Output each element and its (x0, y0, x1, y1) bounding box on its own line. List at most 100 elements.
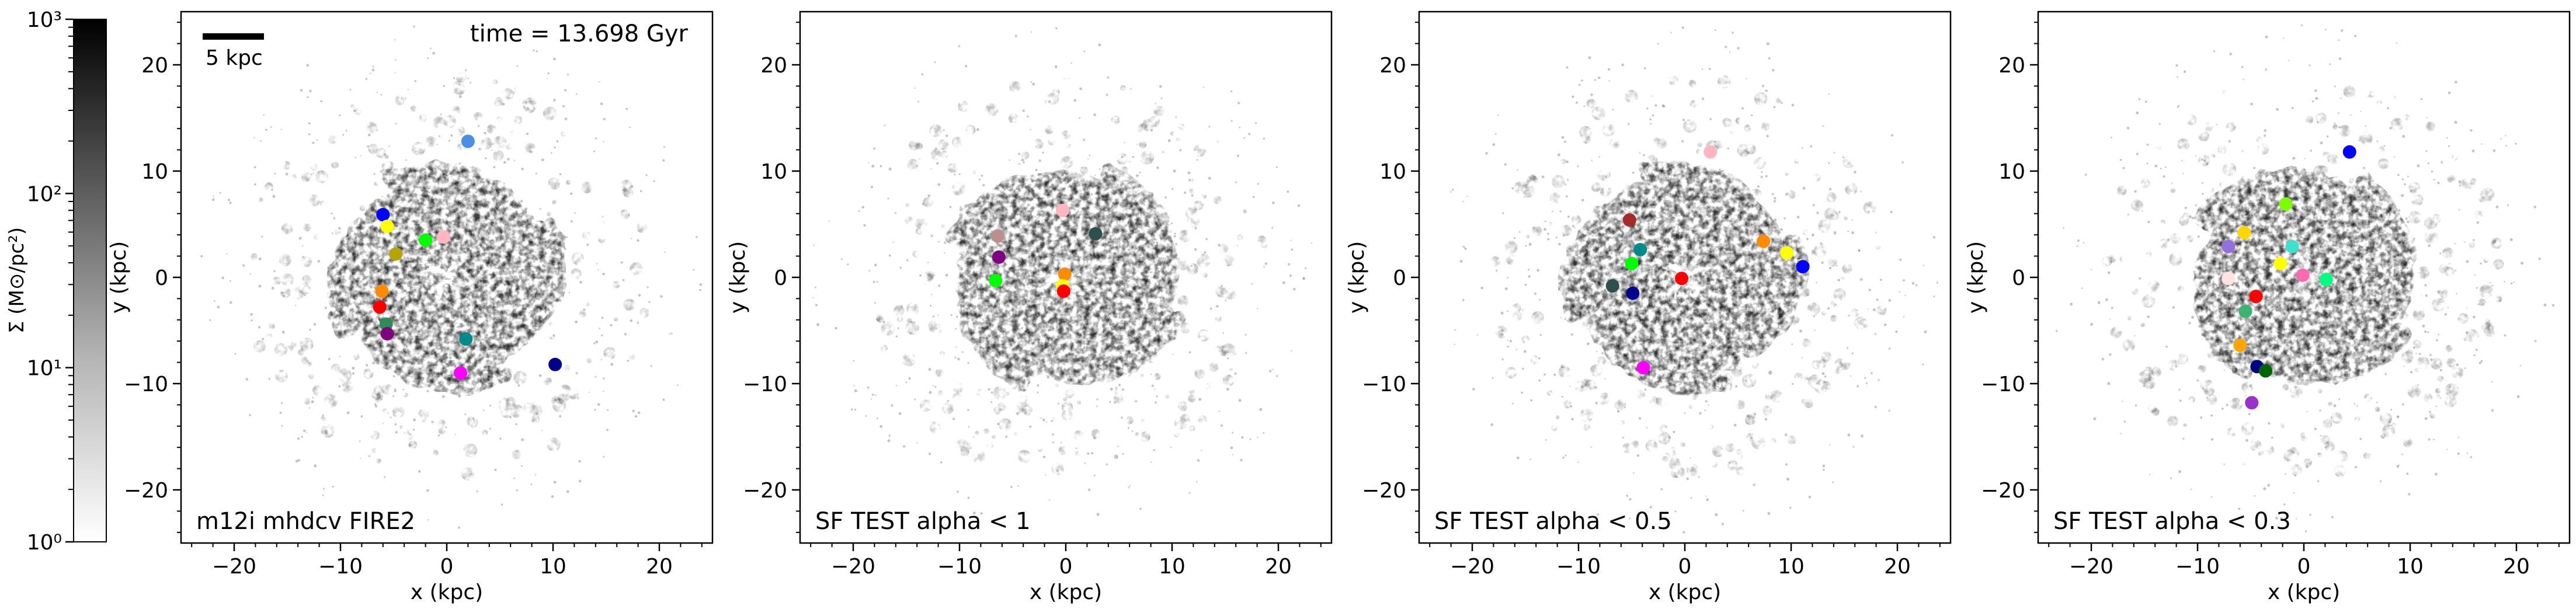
time-label: time = 13.698 Gyr (470, 20, 689, 47)
y-tick-label: 20 (1998, 54, 2025, 78)
x-tick-label: −20 (831, 555, 875, 579)
y-tick-label: 20 (1379, 54, 1406, 78)
x-tick-label: 20 (1265, 555, 1292, 579)
cluster-marker (2296, 268, 2310, 282)
cluster-marker (2258, 364, 2272, 378)
x-tick-label: −10 (1556, 555, 1601, 579)
x-tick-label: −20 (212, 555, 256, 579)
colorbar-tick-label: 10³ (27, 8, 62, 32)
x-axis-label: x (kpc) (1649, 580, 1721, 604)
cluster-marker (2273, 256, 2288, 270)
y-tick-label: −10 (1981, 373, 2025, 396)
panels: −20 −20 −10 −10 0 0 10 10 20 20 x (kpc) y (kpc) m12i… (107, 11, 2571, 604)
panel-title: m12i mhdcv FIRE2 (196, 508, 415, 535)
x-tick-label: −20 (1450, 555, 1494, 579)
cluster-marker (1626, 286, 1640, 300)
cluster-marker (989, 273, 1003, 287)
colorbar-label: Σ (M⊙/pc²) (5, 227, 29, 333)
x-axis-label: x (kpc) (411, 580, 483, 604)
cluster-marker (2342, 145, 2356, 159)
x-axis-label: x (kpc) (2268, 580, 2340, 604)
cluster-marker (419, 233, 433, 247)
cluster-marker (1622, 213, 1636, 227)
y-tick-label: 10 (1998, 160, 2025, 184)
y-tick-label: 10 (1379, 160, 1406, 184)
y-tick-label: 10 (141, 160, 168, 184)
x-tick-label: 0 (440, 555, 454, 579)
cluster-marker (1704, 145, 1718, 159)
cluster-marker (380, 326, 394, 340)
panel-title: SF TEST alpha < 0.3 (2053, 508, 2291, 535)
x-tick-label: 20 (2503, 555, 2530, 579)
y-tick-label: −20 (743, 479, 787, 503)
panel-1: −20 −20 −10 −10 0 0 10 10 20 20 x (kpc) y (kpc) m12i… (107, 11, 714, 604)
panel-2: −20 −20 −10 −10 0 0 10 10 20 20 x (kpc) y (kpc) SF T… (726, 11, 1333, 604)
cluster-marker (1056, 284, 1070, 298)
cluster-marker (1780, 246, 1794, 260)
x-tick-label: 10 (1778, 555, 1805, 579)
x-tick-label: 10 (540, 555, 566, 579)
y-axis-label: y (kpc) (1964, 241, 1988, 314)
colorbar-tick-label: 10⁰ (27, 531, 62, 555)
y-tick-label: −10 (1362, 373, 1406, 396)
x-tick-label: 20 (646, 555, 673, 579)
gas-density-map (2055, 24, 2555, 533)
x-tick-label: 10 (2397, 555, 2424, 579)
cluster-marker (2249, 290, 2263, 304)
x-tick-label: −10 (2175, 555, 2220, 579)
cluster-marker (2237, 226, 2251, 240)
gas-density-map (1449, 26, 1939, 534)
panel-3: −20 −20 −10 −10 0 0 10 10 20 20 x (kpc) y (kpc) SF T… (1345, 11, 1952, 604)
y-tick-label: 0 (1393, 266, 1406, 290)
y-axis-label: y (kpc) (1345, 241, 1369, 314)
cluster-marker (991, 229, 1005, 243)
cluster-marker (459, 332, 473, 346)
y-tick-label: −20 (124, 479, 168, 503)
cluster-marker (2222, 239, 2236, 253)
cluster-marker (1625, 256, 1639, 270)
cluster-marker (2245, 396, 2259, 410)
colorbar-tick-label: 10¹ (27, 357, 62, 381)
y-axis-label: y (kpc) (726, 241, 750, 314)
y-axis-label: y (kpc) (107, 241, 131, 314)
gas-density-map (200, 25, 703, 529)
cluster-marker (2285, 239, 2299, 253)
cluster-marker (1056, 203, 1070, 217)
cluster-marker (2279, 197, 2293, 211)
y-tick-label: −20 (1981, 479, 2025, 503)
y-tick-label: −10 (124, 373, 168, 396)
y-tick-label: 20 (760, 54, 787, 78)
cluster-marker (389, 247, 403, 261)
cluster-marker (373, 300, 387, 314)
cluster-marker (992, 250, 1006, 264)
colorbar-tick-label: 10² (27, 182, 62, 206)
x-axis-label: x (kpc) (1030, 580, 1102, 604)
cluster-marker (437, 230, 451, 244)
cluster-marker (1633, 243, 1647, 257)
colorbar-gradient (73, 19, 107, 542)
y-tick-label: 0 (155, 266, 168, 290)
x-tick-label: −10 (318, 555, 363, 579)
cluster-marker (1675, 272, 1689, 286)
cluster-marker (1058, 267, 1072, 281)
cluster-marker (2222, 272, 2236, 286)
x-tick-label: 0 (2297, 555, 2311, 579)
cluster-marker (2233, 338, 2247, 352)
y-tick-label: −10 (743, 373, 787, 396)
x-tick-label: 0 (1059, 555, 1073, 579)
cluster-marker (1796, 260, 1810, 274)
cluster-marker (2238, 304, 2252, 318)
x-tick-label: −20 (2069, 555, 2113, 579)
panel-title: SF TEST alpha < 0.5 (1434, 508, 1672, 535)
cluster-marker (1089, 227, 1103, 241)
scalebar-label: 5 kpc (206, 46, 263, 70)
x-tick-label: 10 (1159, 555, 1186, 579)
colorbar-ticks: 10⁰ 10¹ 10² 10³ (27, 8, 74, 555)
x-tick-label: −10 (937, 555, 982, 579)
y-tick-label: 10 (760, 160, 787, 184)
panel-title: SF TEST alpha < 1 (815, 508, 1031, 535)
y-tick-label: −20 (1362, 479, 1406, 503)
colorbar: 10⁰ 10¹ 10² 10³ Σ (M⊙/pc²) (5, 8, 107, 555)
cluster-marker (1636, 361, 1650, 375)
